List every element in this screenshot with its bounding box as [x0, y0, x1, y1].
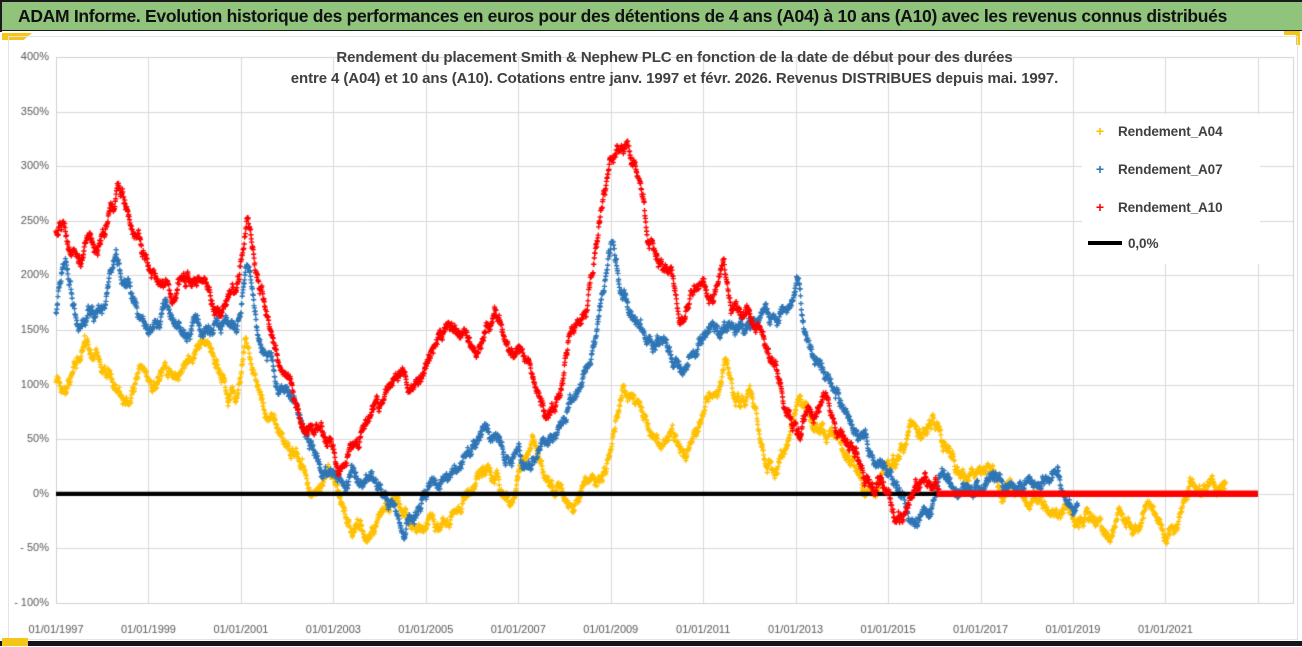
legend-item-a10: + Rendement_A10 — [1088, 197, 1223, 217]
chart-title-line2: entre 4 (A04) et 10 ans (A10). Cotations… — [290, 70, 1059, 87]
legend-item-a07: + Rendement_A07 — [1088, 159, 1223, 179]
legend-label: 0,0% — [1128, 235, 1159, 251]
legend-item-a04: + Rendement_A04 — [1088, 121, 1223, 141]
window-top-border — [0, 0, 1302, 2]
plus-marker-icon: + — [1095, 199, 1105, 215]
legend-label: Rendement_A07 — [1118, 161, 1223, 177]
gold-accent-corner-v — [1296, 31, 1300, 45]
gold-accent-bottom-left — [2, 638, 28, 646]
window-left-border — [0, 0, 2, 32]
plus-marker-icon: + — [1095, 123, 1105, 139]
chart-title-line1: Rendement du placement Smith & Nephew PL… — [336, 49, 1013, 66]
legend-label: Rendement_A04 — [1118, 123, 1223, 139]
plus-marker-icon: + — [1095, 161, 1105, 177]
bottom-window-edge — [0, 641, 1302, 646]
chart-legend: + Rendement_A04 + Rendement_A07 + Rendem… — [1082, 114, 1260, 264]
chart-title: Rendement du placement Smith & Nephew PL… — [56, 47, 1293, 89]
zero-line-swatch — [1088, 241, 1122, 245]
banner-title: ADAM Informe. Evolution historique des p… — [2, 2, 1302, 31]
gold-accent-corner-h — [1284, 31, 1300, 35]
legend-label: Rendement_A10 — [1118, 199, 1223, 215]
legend-item-zero-line: 0,0% — [1088, 233, 1158, 253]
